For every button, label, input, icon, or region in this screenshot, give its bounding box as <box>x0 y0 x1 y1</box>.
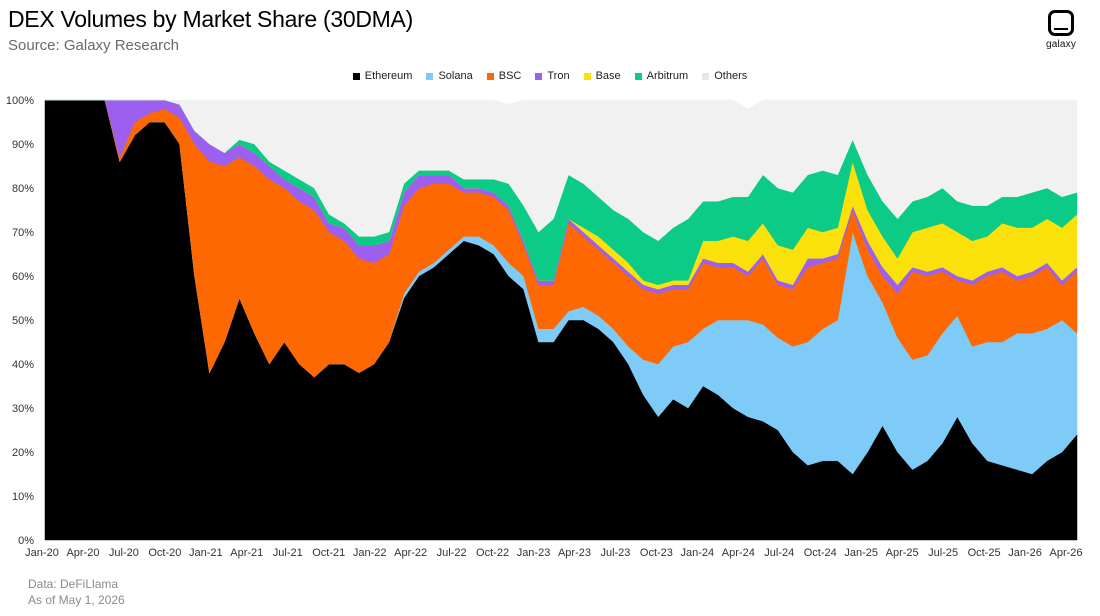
data-source-note: Data: DeFiLlama <box>28 577 119 591</box>
chart-legend: Ethereum Solana BSC Tron Base Arbitrum Others <box>0 70 1100 82</box>
x-tick-label: Apr-20 <box>66 547 99 559</box>
legend-swatch-base <box>583 72 591 80</box>
x-tick-label: Jan-23 <box>517 547 551 559</box>
x-tick-label: Jan-22 <box>353 547 387 559</box>
x-tick-label: Jul-23 <box>600 547 630 559</box>
y-tick-label: 100% <box>6 95 34 107</box>
legend-label: BSC <box>498 70 522 82</box>
y-tick-label: 30% <box>12 403 34 415</box>
legend-label: Base <box>595 70 621 82</box>
y-tick-label: 0% <box>18 535 34 547</box>
x-tick-label: Jan-25 <box>844 547 878 559</box>
y-tick-label: 50% <box>12 315 34 327</box>
legend-label: Others <box>714 70 748 82</box>
x-tick-label: Apr-22 <box>394 547 427 559</box>
legend-swatch-arbitrum <box>634 72 642 80</box>
x-tick-label: Apr-26 <box>1049 547 1082 559</box>
area-series-group <box>44 99 1078 541</box>
legend-swatch-bsc <box>486 72 494 80</box>
legend-label: Tron <box>547 70 570 82</box>
x-tick-label: Jan-21 <box>189 547 223 559</box>
galaxy-logo: galaxy <box>1036 10 1086 50</box>
as-of-date-note: As of May 1, 2026 <box>28 593 125 607</box>
chart-title: DEX Volumes by Market Share (30DMA) <box>8 6 413 32</box>
legend-label: Solana <box>438 70 473 82</box>
legend-item-arbitrum: Arbitrum <box>634 70 689 82</box>
y-tick-label: 90% <box>12 139 34 151</box>
legend-label: Ethereum <box>364 70 413 82</box>
x-tick-label: Oct-22 <box>476 547 509 559</box>
x-tick-label: Jan-20 <box>25 547 59 559</box>
x-tick-label: Jan-24 <box>681 547 715 559</box>
y-tick-label: 10% <box>12 491 34 503</box>
x-tick-label: Jan-26 <box>1008 547 1042 559</box>
legend-item-base: Base <box>583 70 621 82</box>
chart-subtitle: Source: Galaxy Research <box>8 37 179 54</box>
x-tick-label: Apr-24 <box>722 547 755 559</box>
legend-item-solana: Solana <box>426 70 473 82</box>
x-tick-label: Jul-21 <box>273 547 303 559</box>
legend-item-others: Others <box>702 70 747 82</box>
legend-swatch-others <box>702 72 710 80</box>
x-tick-label: Apr-21 <box>230 547 263 559</box>
area-others <box>45 99 1078 242</box>
x-tick-label: Oct-25 <box>968 547 1001 559</box>
x-tick-label: Oct-20 <box>148 547 181 559</box>
legend-item-bsc: BSC <box>486 70 522 82</box>
y-tick-label: 80% <box>12 183 34 195</box>
x-tick-label: Jul-25 <box>928 547 958 559</box>
y-tick-label: 40% <box>12 359 34 371</box>
legend-swatch-solana <box>426 72 434 80</box>
legend-item-tron: Tron <box>535 70 570 82</box>
x-tick-label: Oct-23 <box>640 547 673 559</box>
x-tick-label: Apr-23 <box>558 547 591 559</box>
galaxy-logo-icon <box>1048 10 1074 36</box>
y-tick-label: 60% <box>12 271 34 283</box>
x-tick-label: Apr-25 <box>886 547 919 559</box>
x-tick-label: Jul-20 <box>109 547 139 559</box>
logo-text: galaxy <box>1045 39 1077 50</box>
x-tick-label: Oct-24 <box>804 547 837 559</box>
y-tick-label: 20% <box>12 447 34 459</box>
y-tick-label: 70% <box>12 227 34 239</box>
x-tick-label: Jul-22 <box>437 547 467 559</box>
legend-swatch-ethereum <box>352 72 360 80</box>
legend-item-ethereum: Ethereum <box>352 70 413 82</box>
legend-label: Arbitrum <box>646 70 689 82</box>
x-tick-label: Jul-24 <box>764 547 794 559</box>
x-tick-label: Oct-21 <box>312 547 345 559</box>
legend-swatch-tron <box>535 72 543 80</box>
